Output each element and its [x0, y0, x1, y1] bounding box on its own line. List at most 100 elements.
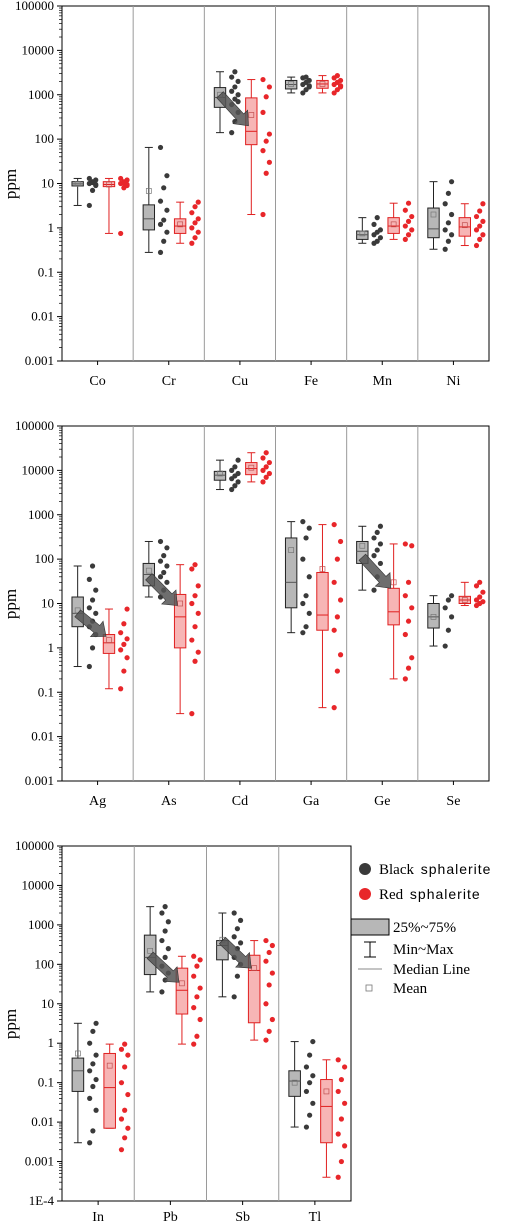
trend-arrow-cu [216, 91, 249, 127]
panel-trace-elements: 0.001 0.01 0.1 1 10 100 1000 10000 100000 ppm Ag As… [1, 418, 490, 809]
black-point-in [93, 1020, 99, 1026]
red-point-ge [409, 543, 415, 549]
red-box-sb [247, 954, 261, 1024]
legend-black-word: Black [379, 862, 414, 878]
black-point-ni [442, 201, 448, 207]
black-point-ga [300, 600, 306, 607]
x-tick-label-ag: Ag [89, 794, 106, 809]
black-mean-mn [359, 230, 366, 237]
black-point-in [93, 1052, 99, 1058]
red-point-cu [260, 109, 266, 116]
black-mean-co [74, 181, 81, 187]
red-point-tl [338, 1076, 345, 1083]
black-point-fe [306, 83, 312, 89]
black-point-ag [86, 576, 92, 582]
black-point-cd [229, 486, 235, 493]
trend-arrow-sb [218, 936, 252, 969]
red-point-ni [480, 201, 486, 207]
red-point-ga [337, 538, 344, 545]
black-point-se [442, 605, 448, 611]
black-point-mn [374, 215, 380, 221]
black-point-cu [235, 99, 241, 105]
red-point-cu [266, 131, 272, 137]
red-point-ga [331, 627, 337, 633]
red-point-cr [189, 210, 195, 216]
red-point-in [122, 1064, 128, 1070]
black-point-ni [445, 220, 451, 226]
x-tick-label-ni: Ni [446, 374, 460, 389]
black-point-mn [371, 221, 377, 227]
black-box-ga [284, 537, 298, 609]
red-point-cd [263, 474, 269, 480]
red-point-ag [121, 621, 127, 627]
black-box-tl [288, 1070, 301, 1097]
legend-box-swatch [350, 918, 390, 936]
y-tick-label: 10 [41, 996, 54, 1011]
red-point-cr [189, 225, 195, 231]
red-point-cr [195, 199, 201, 205]
red-point-ni [480, 218, 486, 224]
black-point-cr [164, 229, 170, 235]
black-point-cu [232, 84, 238, 90]
y-tick-label: 100000 [15, 418, 54, 433]
black-point-ag [93, 587, 99, 593]
black-point-ni [442, 246, 448, 252]
red-point-ni [477, 223, 483, 229]
trend-arrow-as [145, 573, 178, 606]
black-point-ga [300, 630, 306, 636]
black-point-in [87, 1040, 93, 1046]
red-point-ge [402, 676, 408, 682]
red-point-tl [335, 1088, 341, 1095]
black-point-ag [86, 605, 92, 611]
red-point-as [192, 624, 198, 630]
red-point-ag [124, 636, 130, 642]
red-point-tl [335, 1057, 341, 1063]
black-point-ge [377, 560, 384, 567]
x-tick-label-co: Co [89, 374, 105, 389]
y-tick-label: 0.01 [31, 309, 54, 324]
black-point-sb [237, 940, 244, 946]
black-point-tl [307, 1112, 313, 1118]
black-point-sb [231, 910, 237, 916]
y-tick-label: 1000 [28, 87, 54, 102]
red-point-tl [342, 1100, 348, 1106]
black-point-ni [448, 179, 455, 185]
black-point-cd [232, 464, 238, 470]
red-point-cr [192, 220, 198, 226]
red-mean-se [461, 597, 468, 603]
black-point-in [93, 1076, 99, 1083]
red-point-as [189, 600, 195, 607]
black-point-tl [310, 1073, 316, 1079]
red-point-sb [263, 1037, 269, 1043]
black-point-in [90, 1061, 96, 1067]
red-point-se [477, 579, 483, 585]
black-point-se [442, 643, 448, 649]
red-point-mn [402, 236, 408, 242]
red-point-ag [124, 655, 130, 661]
red-point-cu [266, 159, 272, 165]
red-point-fe [331, 90, 337, 96]
black-point-ge [374, 547, 380, 553]
black-point-tl [310, 1038, 316, 1045]
red-point-cd [263, 450, 269, 456]
red-point-pb [191, 953, 197, 959]
red-mean-in [106, 1062, 113, 1069]
red-point-fe [337, 83, 344, 89]
red-point-ag [121, 641, 127, 647]
black-point-sb [231, 934, 237, 940]
y-tick-label: 0.001 [25, 353, 54, 368]
legend-box-label: 25%~75% [393, 920, 456, 936]
black-mean-cr [145, 188, 152, 194]
red-point-co [124, 181, 130, 188]
red-point-pb [194, 994, 200, 1000]
black-point-in [93, 1107, 99, 1113]
black-point-cd [229, 467, 235, 473]
black-point-ga [303, 593, 309, 599]
red-point-mn [405, 232, 412, 238]
y-tick-label: 1E-4 [29, 1193, 55, 1208]
black-point-cd [232, 483, 238, 489]
red-point-cu [260, 76, 266, 83]
y-tick-label: 1 [48, 640, 55, 655]
black-point-cd [235, 470, 241, 477]
red-point-mn [405, 218, 412, 224]
